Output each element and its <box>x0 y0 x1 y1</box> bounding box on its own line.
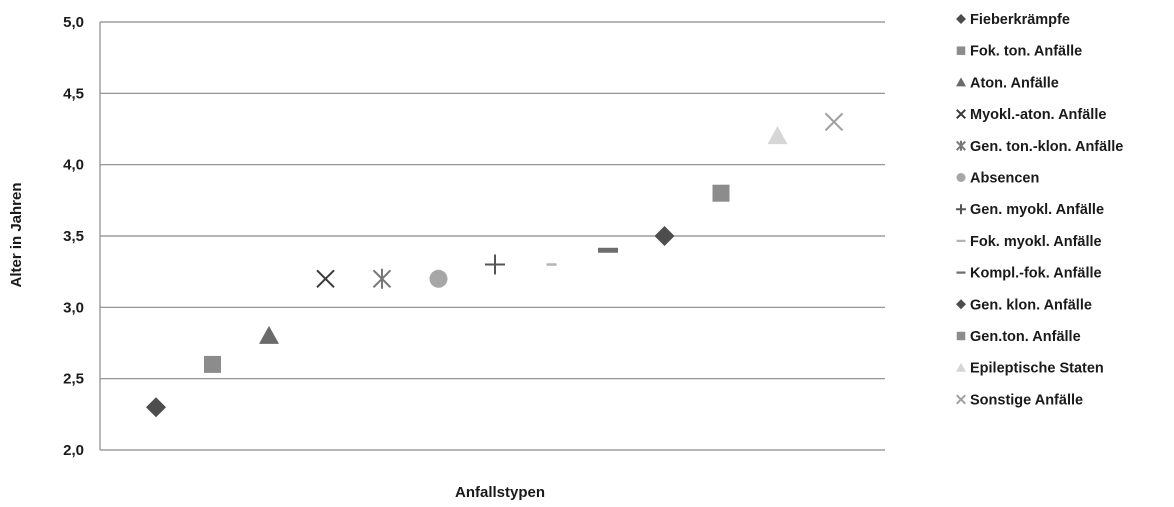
legend-marker <box>956 362 966 372</box>
legend-entry: Fieberkrämpfe <box>970 12 1070 28</box>
legend-entry: Gen. klon. Anfälle <box>970 297 1092 313</box>
legend-marker <box>956 331 966 341</box>
legend-entry: Fok. myokl. Anfälle <box>970 234 1102 250</box>
legend-marker <box>956 239 966 243</box>
data-point <box>824 112 844 132</box>
data-point <box>767 126 788 145</box>
legend-marker <box>956 14 966 24</box>
y-tick-label: 4,0 <box>63 157 84 174</box>
legend-entry: Gen. ton.-klon. Anfälle <box>970 139 1123 155</box>
legend-entry: Fok. ton. Anfälle <box>970 44 1082 60</box>
legend-marker <box>956 46 966 55</box>
legend-entry: Gen.ton. Anfälle <box>970 329 1081 345</box>
y-tick-label: 3,5 <box>63 228 84 245</box>
data-points <box>146 112 844 418</box>
data-point <box>204 355 221 373</box>
data-point <box>485 254 505 275</box>
data-point <box>429 269 448 288</box>
data-point <box>546 263 557 266</box>
data-point <box>316 269 335 289</box>
data-point <box>259 325 279 344</box>
legend-entry: Myokl.-aton. Anfälle <box>970 107 1106 123</box>
legend-marker <box>956 204 966 215</box>
legend-marker <box>956 173 966 182</box>
legend-entry: Sonstige Anfälle <box>970 392 1083 408</box>
legend-entry: Gen. myokl. Anfälle <box>970 202 1104 218</box>
y-tick-label: 4,5 <box>63 85 84 102</box>
data-point <box>654 226 675 246</box>
data-point <box>712 184 730 202</box>
x-axis-title: Anfallstypen <box>455 484 545 501</box>
legend-marker <box>956 140 966 151</box>
legend-marker <box>956 394 966 405</box>
gridlines <box>99 21 885 451</box>
y-tick-label: 5,0 <box>63 14 84 31</box>
legend-marker <box>956 109 966 120</box>
legend-marker <box>956 271 966 274</box>
legend-entry: Absencen <box>970 171 1039 187</box>
y-tick-label: 3,0 <box>63 299 84 316</box>
y-tick-label: 2,5 <box>63 371 84 388</box>
y-tick-label: 2,0 <box>63 442 84 459</box>
y-tick-labels: 2,0 2,5 3,0 3,5 4,0 4,5 5,0 <box>63 14 84 459</box>
data-point <box>598 247 618 253</box>
data-point <box>372 268 392 289</box>
legend-marker <box>956 299 966 310</box>
data-point <box>146 397 166 418</box>
legend-marker <box>956 77 966 87</box>
legend-entry: Epileptische Staten <box>970 361 1104 377</box>
legend-entry: Aton. Anfälle <box>970 75 1059 91</box>
legend: Fieberkrämpfe Fok. ton. Anfälle Aton. Anfä… <box>956 12 1123 408</box>
y-axis-title: Alter in Jahren <box>8 182 25 287</box>
legend-entry: Kompl.-fok. Anfälle <box>970 266 1102 282</box>
